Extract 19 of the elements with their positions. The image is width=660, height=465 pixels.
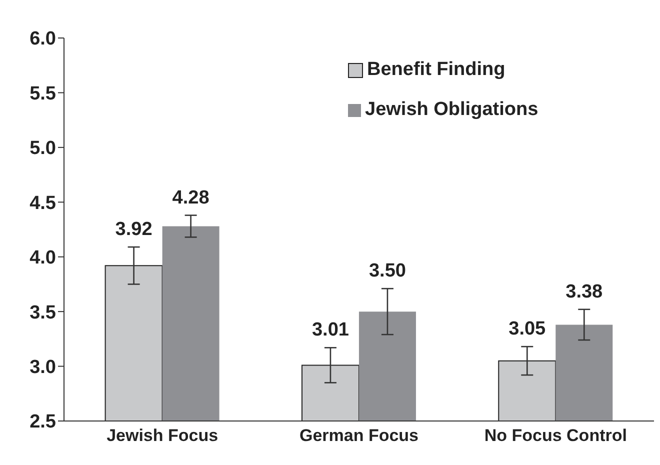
x-tick-label: German Focus: [299, 426, 419, 446]
legend-label: Jewish Obligations: [365, 99, 538, 121]
data-label: 3.05: [508, 318, 546, 340]
x-tick-label: No Focus Control: [484, 426, 627, 446]
data-label: 4.28: [172, 187, 210, 208]
data-label: 3.50: [368, 260, 406, 282]
data-label: 3.38: [566, 281, 603, 302]
y-tick-label: 3.0: [30, 357, 56, 378]
data-label: 3.92: [115, 219, 152, 240]
data-label: 3.01: [312, 320, 350, 341]
y-tick-label: 4.5: [30, 192, 56, 214]
y-tick-label: 2.5: [30, 412, 56, 433]
y-tick-label: 5.0: [30, 138, 56, 160]
legend-label: Benefit Finding: [367, 59, 506, 81]
x-tick-label: Jewish Focus: [106, 426, 218, 446]
y-tick-label: 4.0: [30, 248, 56, 269]
y-tick-label: 3.5: [30, 302, 56, 324]
y-tick-label: 6.0: [30, 28, 56, 50]
y-tick-label: 5.5: [30, 83, 56, 104]
